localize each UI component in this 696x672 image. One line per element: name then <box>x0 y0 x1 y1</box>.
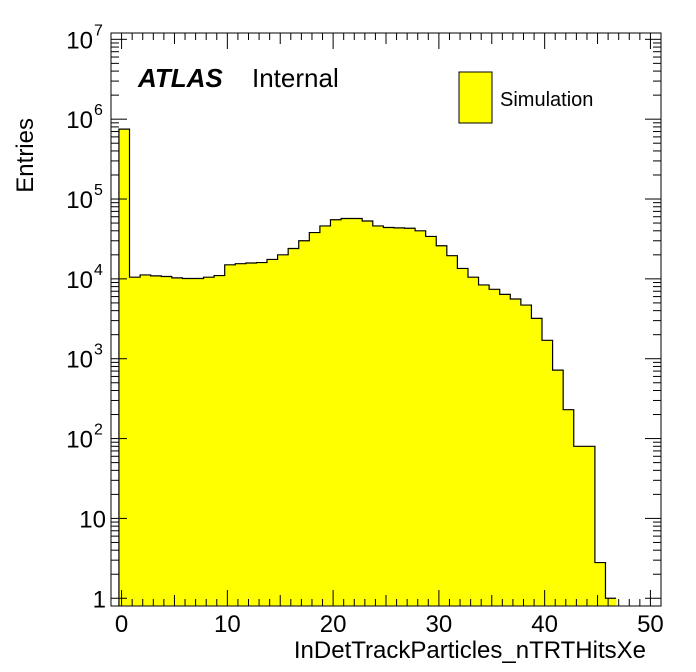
histogram-bar <box>489 289 501 606</box>
y-tick-label: 10 <box>66 187 93 214</box>
histogram-bar <box>563 409 575 606</box>
histogram-outline <box>118 128 617 606</box>
y-tick-exponent: 6 <box>94 102 103 119</box>
histogram-bar <box>436 245 448 606</box>
histogram-bar <box>203 277 215 606</box>
histogram-bar <box>531 318 543 606</box>
y-tick-label: 10 <box>79 506 106 533</box>
y-axis-title: Entries <box>12 118 39 193</box>
histogram-bar <box>573 446 585 606</box>
y-tick-exponent: 7 <box>94 22 103 39</box>
histogram-bar <box>341 218 353 606</box>
histogram-bar <box>267 259 278 606</box>
y-tick-exponent: 2 <box>94 422 103 439</box>
y-tick-label: 10 <box>66 267 93 294</box>
histogram-bar <box>118 129 130 606</box>
internal-label: Internal <box>252 63 339 93</box>
histogram-bar <box>319 225 331 606</box>
histogram-bar <box>425 236 437 606</box>
y-tick-exponent: 3 <box>94 342 103 359</box>
histogram-bar <box>542 340 553 606</box>
histogram-bar <box>192 278 204 606</box>
legend: Simulation <box>458 71 593 124</box>
x-tick-label: 40 <box>531 611 558 638</box>
y-tick-exponent: 4 <box>94 262 103 279</box>
histogram-bar <box>457 268 469 606</box>
histogram-bar <box>372 225 384 606</box>
histogram-bar <box>256 262 268 606</box>
histogram-bar <box>467 277 479 606</box>
histogram-bar <box>404 228 416 607</box>
x-axis-title: InDetTrackParticles_nTRTHitsXe <box>294 637 646 664</box>
legend-swatch <box>458 71 493 124</box>
histogram-bar <box>161 276 173 606</box>
y-tick-label: 10 <box>66 27 93 54</box>
axis-ticks <box>111 33 661 606</box>
x-tick-label: 0 <box>115 611 128 638</box>
legend-entry-simulation: Simulation <box>500 89 593 111</box>
histogram-bar <box>224 264 236 606</box>
histogram-bar <box>171 277 183 606</box>
histogram-bar <box>298 240 310 606</box>
y-tick-label: 10 <box>66 427 93 454</box>
histogram-bar <box>330 219 342 607</box>
histogram-bar <box>309 232 321 606</box>
histogram-bars <box>118 128 617 607</box>
histogram-bar <box>393 227 405 606</box>
y-tick-label: 10 <box>66 347 93 374</box>
y-tick-exponent: 5 <box>94 182 103 199</box>
histogram-bar <box>140 274 152 606</box>
histogram-bar <box>415 230 427 606</box>
histogram-bar <box>214 275 226 606</box>
histogram-bar <box>478 284 490 606</box>
histogram-bar <box>499 294 511 606</box>
atlas-label: ATLAS <box>137 63 223 93</box>
histogram-bar <box>351 218 363 606</box>
histogram-bar <box>362 221 374 606</box>
histogram-bar <box>383 227 395 606</box>
histogram-bar <box>129 277 141 606</box>
histogram-bar <box>594 562 606 606</box>
histogram-bar <box>235 263 247 606</box>
histogram-bar <box>277 254 289 606</box>
histogram-bar <box>510 298 522 606</box>
histogram-bar <box>288 248 300 606</box>
x-tick-label: 30 <box>426 611 453 638</box>
histogram-bar <box>182 278 194 606</box>
histogram-bar <box>446 255 458 607</box>
x-tick-label: 50 <box>637 611 664 638</box>
y-tick-label: 10 <box>66 107 93 134</box>
x-tick-label: 20 <box>320 611 347 638</box>
y-tick-label: 1 <box>93 586 106 613</box>
histogram-bar <box>605 598 617 606</box>
x-tick-label: 10 <box>214 611 241 638</box>
histogram-bar <box>150 275 162 606</box>
histogram-bar <box>245 263 257 606</box>
histogram-bar <box>584 446 596 606</box>
histogram-bar <box>520 305 532 606</box>
histogram-bar <box>552 370 564 606</box>
